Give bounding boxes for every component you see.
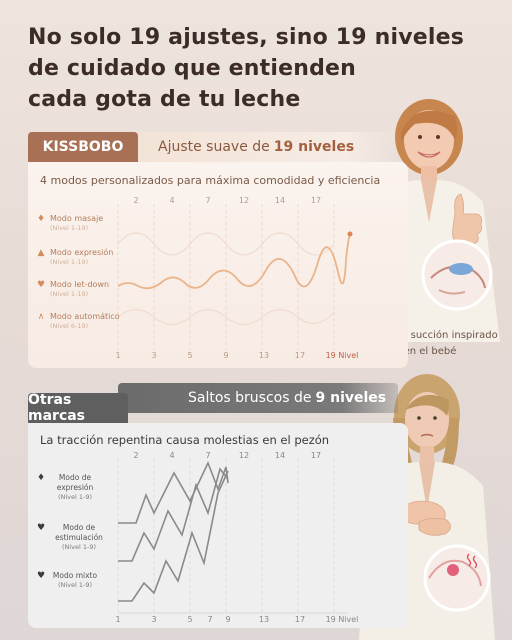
bottom-tick: 1 [115, 615, 121, 624]
kissbobo-subtitle: Ajuste suave de 19 niveles [138, 132, 398, 162]
other-brands-description: La tracción repentina causa molestias en… [40, 433, 330, 447]
kissbobo-expression-wave [117, 233, 351, 290]
legend-letdown-mode: ♥ Modo let-down (Nivel 1-19) [36, 280, 109, 299]
headline: No solo 19 ajustes, sino 19 niveles de c… [28, 22, 498, 115]
top-tick: 2 [133, 451, 139, 460]
legend-name: Modo automático [50, 312, 120, 321]
legend-sub: (Nivel 6-19) [50, 322, 89, 330]
bottom-tick: 3 [151, 615, 157, 624]
top-tick: 14 [274, 451, 286, 460]
bottom-tick: 13 [258, 615, 270, 624]
drop-icon: ♦ [36, 214, 46, 224]
top-tick: 2 [133, 196, 139, 205]
top-tick: 7 [205, 196, 211, 205]
other-mixed-line [118, 470, 229, 602]
bottom-tick: 5 [187, 351, 193, 360]
heart-icon: ♥ [36, 280, 46, 290]
kissbobo-chart [117, 204, 353, 350]
heart-icon: ♥ [36, 523, 46, 533]
legend-stimulation-mode: ♥ Modo de estimulación (Nivel 1-9) [36, 523, 108, 552]
headline-line-1: No solo 19 ajustes, sino 19 niveles [28, 25, 465, 50]
legend-sub: (Nivel 1-9) [61, 543, 97, 551]
kissbobo-end-dot [347, 231, 353, 237]
legend-name: Modo let-down [50, 280, 110, 289]
mixed-icon: ♥ [36, 571, 46, 581]
top-tick: 12 [238, 451, 250, 460]
kissbobo-subtitle-prefix: Ajuste suave de [158, 139, 270, 155]
kissbobo-panel: KISSBOBO Ajuste suave de 19 niveles 4 mo… [28, 132, 496, 368]
legend-sub: (Nivel 1-19) [50, 224, 89, 232]
legend-sub: (Nivel 1-9) [57, 493, 93, 501]
legend-name: Modo masaje [50, 214, 104, 223]
legend-sub: (Nivel 1-19) [50, 258, 89, 266]
kissbobo-subtitle-bold: 19 niveles [273, 139, 355, 155]
other-brands-chart [117, 459, 348, 614]
drop-icon: ♦ [36, 473, 46, 483]
headline-line-2: de cuidado que entienden [28, 56, 357, 81]
legend-expression-mode: ♦ Modo de expresión (Nivel 1-9) [36, 473, 100, 502]
bottom-tick: 17 [294, 615, 306, 624]
legend-expression-mode: ▲ Modo expresión (Nivel 1-19) [36, 248, 114, 267]
bottom-tick: 9 [223, 351, 229, 360]
triangle-icon: ▲ [37, 248, 45, 258]
suction-rhythm-callout: Ritmo de succión inspirado en el bebé [362, 330, 498, 357]
top-tick: 17 [310, 451, 322, 460]
legend-massage-mode: ♦ Modo masaje (Nivel 1-19) [36, 214, 103, 233]
other-expression-line [118, 460, 229, 524]
other-brands-panel: Saltos bruscos de 9 niveles Otras marcas… [28, 383, 496, 628]
other-brands-chart-card: La tracción repentina causa molestias en… [28, 423, 408, 628]
kissbobo-letdown-wave [117, 308, 335, 326]
kissbobo-chart-card: 4 modos personalizados para máxima comod… [28, 162, 408, 368]
kissbobo-massage-wave [117, 232, 335, 256]
top-tick: 12 [238, 196, 250, 205]
bottom-tick: 17 [294, 351, 306, 360]
kissbobo-description: 4 modos personalizados para máxima comod… [40, 174, 381, 187]
bottom-tick: 13 [258, 351, 270, 360]
other-subtitle-prefix: Saltos bruscos de [188, 390, 312, 406]
legend-name: Modo mixto [52, 571, 98, 580]
legend-mixed-mode: ♥ Modo mixto (Nivel 1-9) [36, 571, 100, 590]
bottom-tick: 19 Nivel [325, 615, 359, 624]
bottom-tick: 5 [187, 615, 193, 624]
legend-name: Modo expresión [50, 248, 114, 257]
legend-name: Modo de estimulación [55, 523, 103, 542]
other-brands-subtitle: Saltos bruscos de 9 niveles [118, 383, 398, 413]
top-tick: 14 [274, 196, 286, 205]
kissbobo-tag: KISSBOBO [28, 132, 138, 162]
top-tick: 4 [169, 451, 175, 460]
bottom-tick: 3 [151, 351, 157, 360]
legend-sub: (Nivel 1-9) [57, 581, 93, 589]
bottom-tick: 7 [207, 615, 213, 624]
legend-name: Modo de expresión [56, 473, 94, 492]
other-stimulation-line [118, 467, 229, 562]
headline-line-3: cada gota de tu leche [28, 87, 301, 112]
bottom-tick: 1 [115, 351, 121, 360]
top-tick: 17 [310, 196, 322, 205]
top-tick: 4 [169, 196, 175, 205]
chevron-up-icon: ∧ [37, 312, 45, 322]
other-brands-tag: Otras marcas [28, 392, 128, 424]
legend-sub: (Nivel 1-19) [50, 290, 89, 298]
bottom-tick: 9 [225, 615, 231, 624]
other-subtitle-bold: 9 niveles [315, 390, 387, 406]
top-tick: 7 [205, 451, 211, 460]
legend-automatic-mode: ∧ Modo automático (Nivel 6-19) [36, 312, 120, 331]
bottom-tick: 19 Nivel [325, 351, 359, 360]
